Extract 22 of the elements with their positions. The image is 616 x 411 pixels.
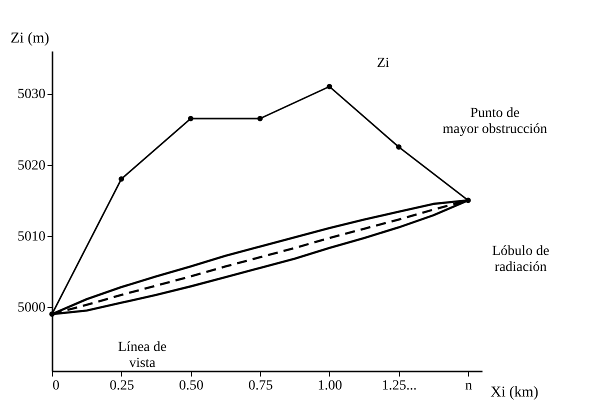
point bbox=[396, 144, 402, 150]
annotation: Línea de vista bbox=[118, 340, 167, 371]
y-tick-label: 5000 bbox=[18, 300, 46, 316]
annotation: Zi bbox=[376, 56, 390, 71]
x-tick-label: 0.25 bbox=[110, 378, 134, 394]
x-tick-label: 0.75 bbox=[248, 378, 273, 394]
x-tick-label: 0 bbox=[52, 378, 60, 394]
point bbox=[188, 116, 194, 122]
y-tick-label: 5020 bbox=[18, 158, 46, 174]
point bbox=[257, 116, 263, 122]
x-tick-label: n bbox=[465, 378, 472, 394]
y-axis-title: Zi (m) bbox=[10, 30, 50, 46]
y-tick-label: 5010 bbox=[18, 229, 46, 244]
y-tick-label: 5030 bbox=[18, 87, 46, 102]
point bbox=[326, 84, 332, 90]
x-tick-label: 1.00 bbox=[318, 378, 342, 394]
annotation: Punto de mayor obstrucción bbox=[442, 106, 548, 137]
x-tick-label: 1.25... bbox=[382, 378, 417, 394]
text: Lóbulo de radiación bbox=[492, 244, 550, 275]
x-tick-label: 0.50 bbox=[178, 378, 204, 394]
x-axis-title: Xi (km) bbox=[490, 384, 538, 400]
point bbox=[118, 176, 124, 182]
